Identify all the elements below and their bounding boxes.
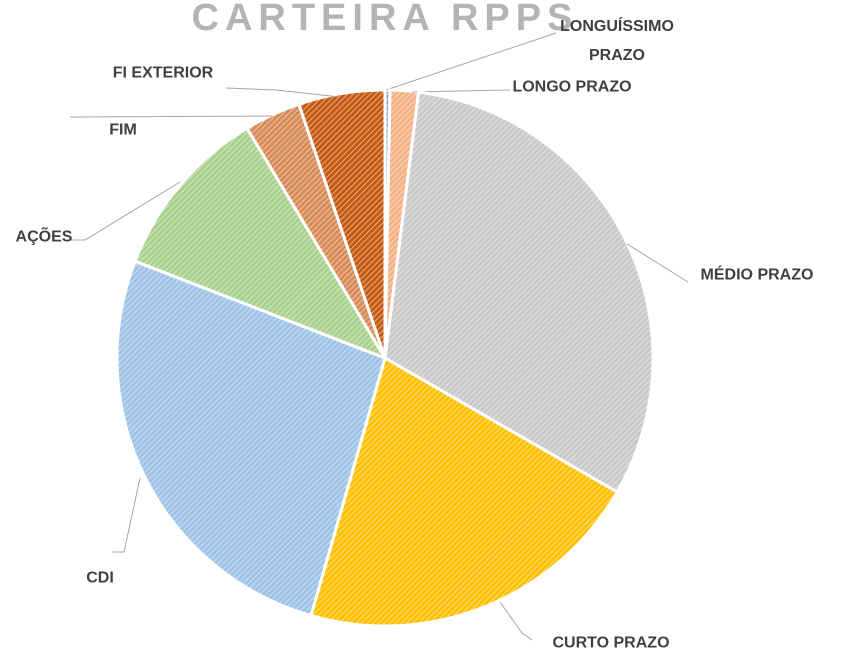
leader-line [385,32,557,91]
pie-slice [383,90,655,495]
slice-label: AÇÕES [15,228,73,246]
chart-title: CARTEIRA RPPS [192,0,579,39]
slice-label: LONGUÍSSIMO PRAZO [560,18,674,64]
slice-label: FI EXTERIOR [112,64,214,82]
leader-line [411,89,511,93]
leader-line [626,243,689,283]
leader-line [225,87,341,98]
slice-label: CDI [86,569,114,587]
slice-label: CURTO PRAZO [552,634,670,652]
pie-slice [115,259,387,618]
pie-slice [309,355,620,628]
leader-line [68,181,181,241]
pie-slice [133,126,389,361]
leader-line [499,601,533,641]
slice-label: MÉDIO PRAZO [700,266,814,284]
pie-slice [297,88,387,359]
leader-line [112,477,141,553]
leader-line [69,115,273,118]
slice-label: LONGO PRAZO [512,78,632,96]
slice-label: FIM [109,121,137,139]
